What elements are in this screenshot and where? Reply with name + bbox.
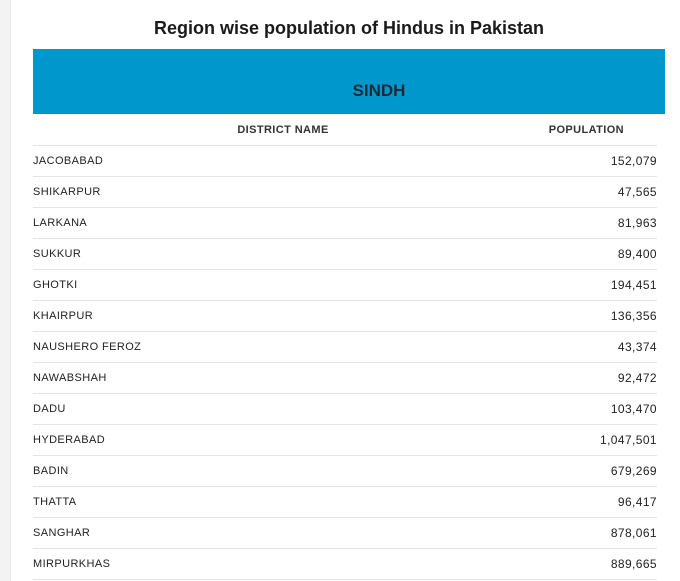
- page-left-rule: [0, 0, 11, 581]
- table-body: JACOBABAD 152,079 SHIKARPUR 47,565 LARKANA 81…: [33, 145, 657, 580]
- district-name-cell: THATTA: [33, 486, 533, 518]
- table-row: SUKKUR 89,400: [33, 238, 657, 270]
- population-cell: 96,417: [533, 486, 657, 518]
- population-cell: 89,400: [533, 238, 657, 270]
- table-header-row: DISTRICT NAME POPULATION: [33, 114, 657, 146]
- district-name-cell: GHOTKI: [33, 269, 533, 301]
- district-name-cell: NAUSHERO FEROZ: [33, 331, 533, 363]
- district-name-cell: DADU: [33, 393, 533, 425]
- district-name-cell: SANGHAR: [33, 517, 533, 549]
- population-cell: 878,061: [533, 517, 657, 549]
- table-row: NAUSHERO FEROZ 43,374: [33, 331, 657, 363]
- table-row: SHIKARPUR 47,565: [33, 176, 657, 208]
- population-cell: 136,356: [533, 300, 657, 332]
- population-cell: 81,963: [533, 207, 657, 239]
- population-cell: 43,374: [533, 331, 657, 363]
- district-name-cell: JACOBABAD: [33, 145, 533, 177]
- table-row: NAWABSHAH 92,472: [33, 362, 657, 394]
- district-name-cell: SUKKUR: [33, 238, 533, 270]
- district-name-cell: SHIKARPUR: [33, 176, 533, 208]
- population-cell: 1,047,501: [533, 424, 657, 456]
- district-name-cell: HYDERABAD: [33, 424, 533, 456]
- table-row: DADU 103,470: [33, 393, 657, 425]
- page-title: Region wise population of Hindus in Paki…: [153, 18, 545, 38]
- population-table: DISTRICT NAME POPULATION JACOBABAD 152,07…: [33, 114, 657, 580]
- table-row: GHOTKI 194,451: [33, 269, 657, 301]
- table-row: JACOBABAD 152,079: [33, 145, 657, 177]
- population-table-section: Region wise population of Hindus in Paki…: [33, 0, 665, 580]
- table-row: LARKANA 81,963: [33, 207, 657, 239]
- column-header-district: DISTRICT NAME: [33, 114, 533, 146]
- table-row: BADIN 679,269: [33, 455, 657, 487]
- table-row: HYDERABAD 1,047,501: [33, 424, 657, 456]
- population-cell: 679,269: [533, 455, 657, 487]
- table-row: SANGHAR 878,061: [33, 517, 657, 549]
- column-header-population: POPULATION: [533, 114, 657, 146]
- population-cell: 152,079: [533, 145, 657, 177]
- table-row: MIRPURKHAS 889,665: [33, 548, 657, 580]
- district-name-cell: KHAIRPUR: [33, 300, 533, 332]
- region-name: SINDH: [352, 81, 406, 100]
- population-cell: 889,665: [533, 548, 657, 580]
- table-row: KHAIRPUR 136,356: [33, 300, 657, 332]
- district-name-cell: NAWABSHAH: [33, 362, 533, 394]
- district-name-cell: LARKANA: [33, 207, 533, 239]
- population-cell: 103,470: [533, 393, 657, 425]
- population-cell: 92,472: [533, 362, 657, 394]
- district-name-cell: BADIN: [33, 455, 533, 487]
- population-cell: 194,451: [533, 269, 657, 301]
- district-name-cell: MIRPURKHAS: [33, 548, 533, 580]
- region-banner: SINDH: [33, 49, 665, 114]
- population-cell: 47,565: [533, 176, 657, 208]
- table-row: THATTA 96,417: [33, 486, 657, 518]
